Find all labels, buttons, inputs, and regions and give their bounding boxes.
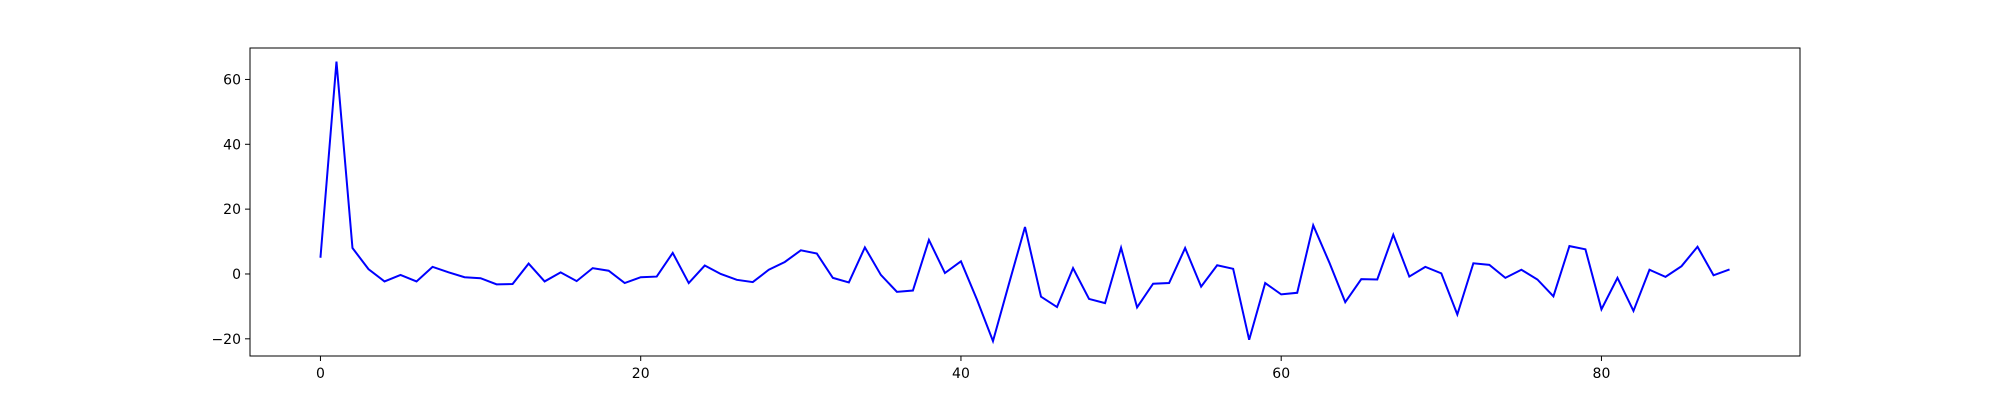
x-tick-label: 60	[1272, 366, 1290, 382]
y-tick-label: 60	[223, 72, 241, 88]
y-tick-label: 0	[232, 267, 241, 283]
y-tick-label: 20	[223, 202, 241, 218]
y-tick-label: −20	[211, 332, 241, 348]
y-axis-ticks: −20 0 20 40 60	[211, 72, 250, 348]
x-tick-label: 0	[316, 366, 325, 382]
x-tick-label: 40	[952, 366, 970, 382]
x-tick-label: 80	[1593, 366, 1611, 382]
plot-frame	[249, 47, 1801, 357]
y-tick-label: 40	[223, 137, 241, 153]
series-line	[319, 61, 1730, 345]
x-tick-label: 20	[632, 366, 650, 382]
x-axis-ticks: 0 20 40 60 80	[316, 356, 1610, 382]
